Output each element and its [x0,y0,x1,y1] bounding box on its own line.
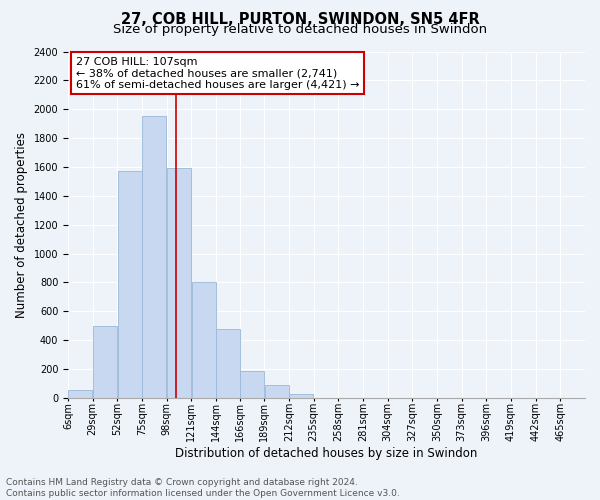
Y-axis label: Number of detached properties: Number of detached properties [15,132,28,318]
Bar [118,170,142,398]
Text: 27 COB HILL: 107sqm
← 38% of detached houses are smaller (2,741)
61% of semi-det: 27 COB HILL: 107sqm ← 38% of detached ho… [76,56,359,90]
Bar [191,282,216,398]
Bar [68,390,92,398]
Text: Contains HM Land Registry data © Crown copyright and database right 2024.
Contai: Contains HM Land Registry data © Crown c… [6,478,400,498]
Bar [93,326,117,398]
Text: Size of property relative to detached houses in Swindon: Size of property relative to detached ho… [113,22,487,36]
Bar [240,371,264,398]
X-axis label: Distribution of detached houses by size in Swindon: Distribution of detached houses by size … [175,447,478,460]
Bar [265,385,289,398]
Bar [142,116,166,398]
Bar [289,394,313,398]
Bar [217,328,241,398]
Bar [167,168,191,398]
Text: 27, COB HILL, PURTON, SWINDON, SN5 4FR: 27, COB HILL, PURTON, SWINDON, SN5 4FR [121,12,479,28]
